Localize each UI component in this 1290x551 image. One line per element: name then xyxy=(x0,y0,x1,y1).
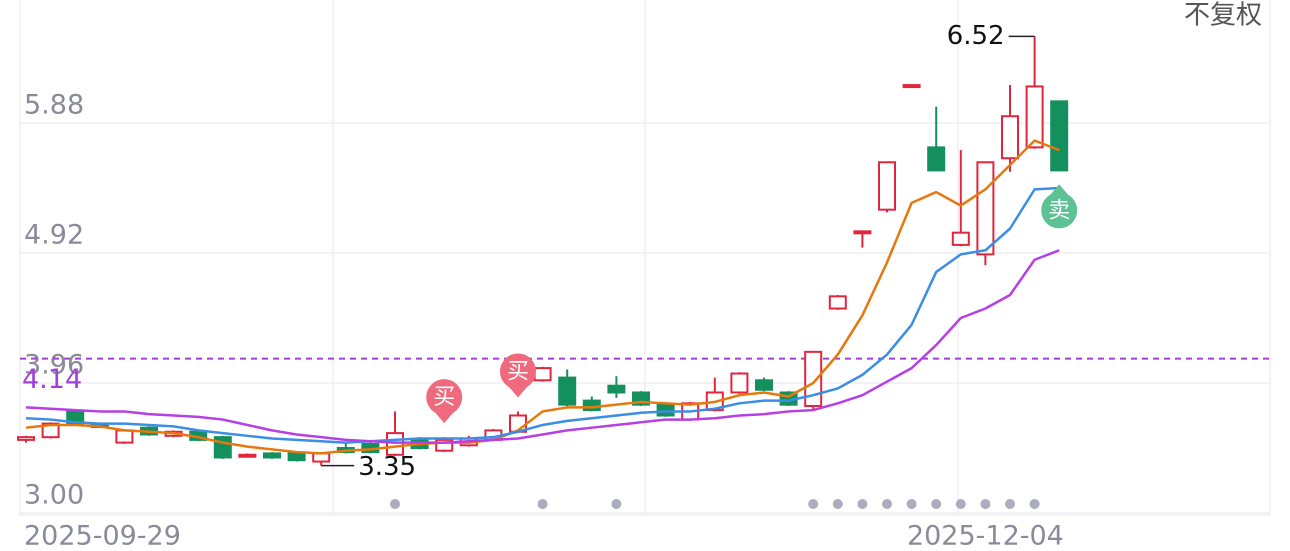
candle xyxy=(41,422,60,439)
ma-line xyxy=(25,139,1060,455)
candle-body xyxy=(878,161,896,211)
event-dot xyxy=(1005,499,1015,509)
candle-body xyxy=(1001,115,1019,160)
x-tick-label: 2025-12-04 xyxy=(907,521,1064,551)
event-dot xyxy=(931,499,942,509)
event-dot xyxy=(832,499,843,509)
candle-body xyxy=(582,399,601,412)
candle-body xyxy=(287,452,306,462)
event-dot xyxy=(390,499,400,509)
candle-body xyxy=(755,379,773,391)
candle-body xyxy=(17,436,35,441)
candle-body xyxy=(927,146,946,172)
event-dot xyxy=(537,499,548,509)
candle-body xyxy=(1050,100,1069,172)
low-label: 3.35 xyxy=(358,452,416,482)
event-dot xyxy=(882,499,892,509)
candle xyxy=(853,230,872,248)
candle xyxy=(533,366,552,382)
high-label: 6.52 xyxy=(947,21,1005,51)
candle xyxy=(213,435,232,459)
y-tick-label: 4.92 xyxy=(24,220,84,251)
candle xyxy=(238,453,257,458)
signal-badge xyxy=(1041,192,1078,229)
candle xyxy=(951,150,970,247)
candle-body xyxy=(828,295,847,310)
event-dot xyxy=(980,499,991,509)
signal-label: 买 xyxy=(433,385,455,410)
candle-body xyxy=(976,161,995,256)
x-tick-label: 2025-09-29 xyxy=(24,521,181,551)
candle-body xyxy=(558,376,577,406)
y-tick-label: 5.88 xyxy=(24,90,84,121)
reference-label: 4.14 xyxy=(22,364,82,395)
event-dot xyxy=(955,499,966,509)
event-dot xyxy=(906,499,917,509)
signal-marker[interactable]: 买 xyxy=(426,379,463,424)
candle xyxy=(607,376,626,398)
signal-badge xyxy=(500,353,536,390)
ma-line xyxy=(25,186,1060,444)
candle xyxy=(902,84,921,89)
candle xyxy=(263,452,281,459)
signal-marker[interactable]: 卖 xyxy=(1041,184,1078,229)
candle xyxy=(878,161,896,213)
candle-body xyxy=(41,422,60,439)
event-dot xyxy=(611,499,622,509)
y-tick-label: 3.96 xyxy=(24,350,84,381)
candle xyxy=(582,396,601,412)
candle xyxy=(828,294,847,310)
candle xyxy=(386,411,404,457)
candle xyxy=(927,106,946,172)
candle xyxy=(1025,36,1044,149)
signal-badge xyxy=(426,379,463,416)
candle-body xyxy=(533,367,552,382)
candle-body xyxy=(607,384,626,394)
vertical-grid xyxy=(19,0,1271,516)
candle-body xyxy=(951,231,970,246)
candle xyxy=(755,377,773,392)
candle-body xyxy=(804,350,823,408)
y-tick-label: 3.00 xyxy=(24,480,84,511)
candle-body xyxy=(853,230,872,235)
signal-label: 买 xyxy=(507,359,529,384)
signal-marker[interactable]: 买 xyxy=(500,353,536,398)
candle xyxy=(1050,100,1069,172)
candle-body xyxy=(1025,85,1044,149)
candle-body xyxy=(656,403,675,417)
candle-body xyxy=(115,429,134,444)
candle-body xyxy=(902,84,921,89)
candle xyxy=(287,452,306,462)
candle-body xyxy=(730,372,749,394)
candle-body xyxy=(435,438,454,452)
candle xyxy=(730,372,749,394)
event-dot xyxy=(808,499,819,509)
price-mode[interactable]: 不复权 xyxy=(1184,1,1262,31)
candle-body xyxy=(238,453,257,458)
candle xyxy=(17,435,35,443)
candle xyxy=(1001,85,1019,172)
candle-body xyxy=(263,452,281,459)
event-dot xyxy=(1029,499,1040,509)
signal-label: 卖 xyxy=(1048,198,1070,223)
event-dot xyxy=(857,499,868,509)
candle xyxy=(558,369,577,407)
ma-line xyxy=(25,249,1060,444)
candle xyxy=(804,350,823,411)
